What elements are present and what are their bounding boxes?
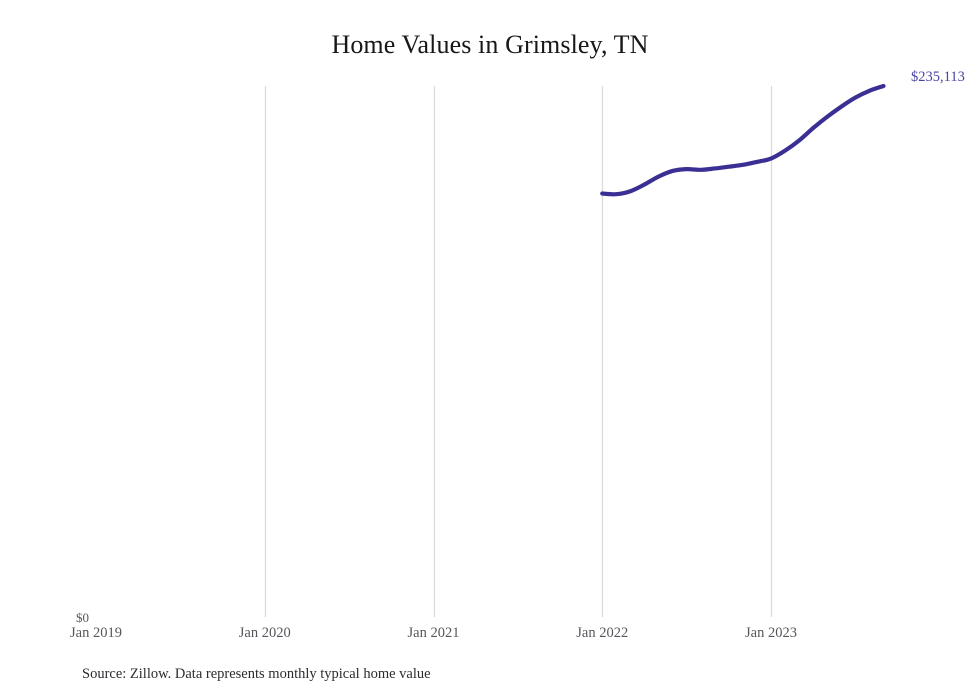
page-title: Home Values in Grimsley, TN — [331, 30, 649, 59]
x-axis-tick-jan-2020: Jan 2020 — [238, 625, 291, 641]
x-axis-tick-jan-2019: Jan 2019 — [70, 625, 122, 641]
x-axis-tick-jan-2023: Jan 2023 — [745, 625, 797, 641]
y-axis-zero-label: $0 — [76, 610, 89, 625]
series-end-value-label: $235,113 — [911, 69, 965, 85]
series-line-typical-home-value — [600, 83, 886, 197]
source-footnote: Source: Zillow. Data represents monthly … — [82, 666, 431, 682]
x-axis-tick-jan-2021: Jan 2021 — [407, 625, 460, 641]
x-axis-tick-jan-2022: Jan 2022 — [576, 625, 629, 641]
gridlines-group — [264, 86, 773, 617]
series-group — [600, 83, 886, 197]
